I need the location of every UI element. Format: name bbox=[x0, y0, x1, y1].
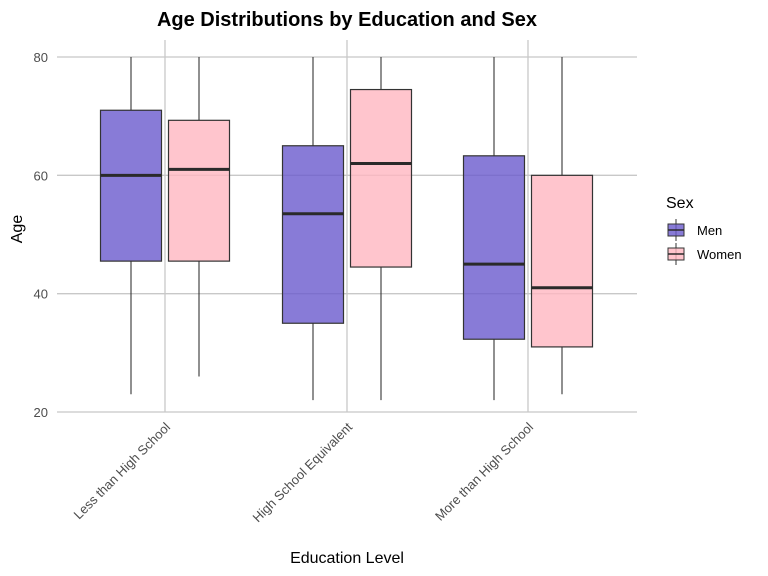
box-women bbox=[349, 57, 413, 401]
box-iqr bbox=[349, 88, 413, 268]
x-tick-label: Less than High School bbox=[71, 419, 174, 522]
box-men bbox=[281, 57, 345, 401]
boxes bbox=[99, 57, 594, 401]
x-tick-label: More than High School bbox=[432, 419, 536, 523]
box-iqr bbox=[281, 145, 345, 324]
x-axis-title: Education Level bbox=[290, 550, 404, 567]
y-axis-title: Age bbox=[9, 215, 26, 244]
y-tick-label: 40 bbox=[34, 287, 48, 302]
box-men bbox=[462, 57, 526, 401]
chart-title: Age Distributions by Education and Sex bbox=[157, 9, 537, 31]
box-men bbox=[99, 57, 163, 395]
legend-item-women: Women bbox=[667, 243, 742, 265]
box-iqr bbox=[462, 155, 526, 340]
x-tick-label: High School Equivalent bbox=[249, 419, 355, 525]
box-iqr bbox=[167, 119, 231, 262]
legend-title: Sex bbox=[666, 195, 694, 212]
legend: Sex Men Women bbox=[666, 195, 742, 265]
legend-label: Women bbox=[697, 247, 742, 262]
box-women bbox=[530, 57, 594, 395]
legend-label: Men bbox=[697, 223, 722, 238]
box-women bbox=[167, 57, 231, 377]
y-tick-label: 80 bbox=[34, 50, 48, 65]
legend-item-men: Men bbox=[667, 219, 722, 241]
box-iqr bbox=[530, 174, 594, 348]
y-tick-label: 20 bbox=[34, 405, 48, 420]
y-tick-label: 60 bbox=[34, 168, 48, 183]
box-iqr bbox=[99, 109, 163, 262]
